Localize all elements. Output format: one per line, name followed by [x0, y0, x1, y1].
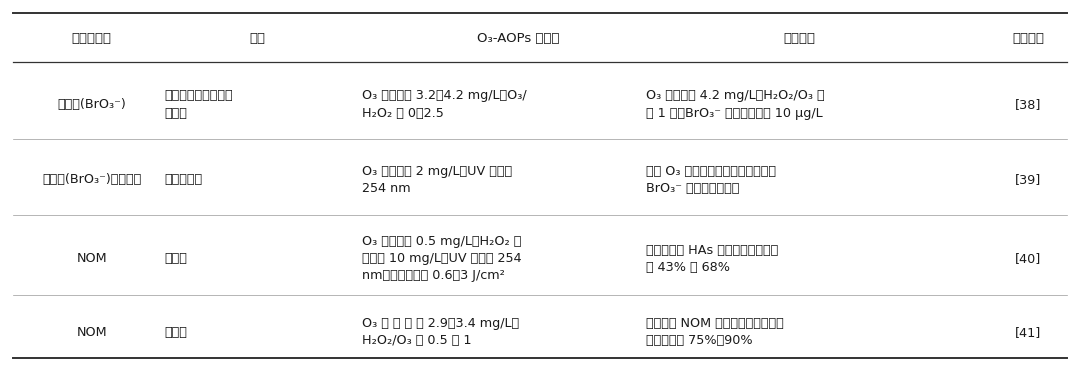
Text: 天然水: 天然水: [164, 107, 187, 120]
Text: 三氯甲烷和 HAs 的生成势分别降低: 三氯甲烷和 HAs 的生成势分别降低: [646, 244, 778, 257]
Text: 天然水: 天然水: [164, 326, 187, 339]
Text: 模拟天然水: 模拟天然水: [164, 173, 202, 186]
Text: 了 43% 和 68%: 了 43% 和 68%: [646, 261, 730, 274]
Text: [39]: [39]: [1015, 173, 1041, 186]
Text: 加量为 10 mg/L，UV 波长为 254: 加量为 10 mg/L，UV 波长为 254: [362, 252, 522, 265]
Text: H₂O₂ 为 0～2.5: H₂O₂ 为 0～2.5: [362, 107, 444, 120]
Text: 溴酸盐(BrO₃⁻)和腐植酸: 溴酸盐(BrO₃⁻)和腐植酸: [42, 173, 141, 186]
Text: O₃ 投加量为 2 mg/L，UV 波长为: O₃ 投加量为 2 mg/L，UV 波长为: [362, 165, 512, 178]
Text: 254 nm: 254 nm: [362, 182, 410, 195]
Text: NOM: NOM: [77, 252, 107, 265]
Text: O₃-AOPs 投加量: O₃-AOPs 投加量: [477, 32, 559, 45]
Text: 于 1 时，BrO₃⁻ 质量浓度低于 10 μg/L: 于 1 时，BrO₃⁻ 质量浓度低于 10 μg/L: [646, 107, 823, 120]
Text: 降低 O₃ 投加量时，腐植酸去除率和: 降低 O₃ 投加量时，腐植酸去除率和: [646, 165, 775, 178]
Text: [40]: [40]: [1015, 252, 1041, 265]
Text: 处理结果: 处理结果: [783, 32, 815, 45]
Text: O₃ 投加量为 0.5 mg/L，H₂O₂ 投: O₃ 投加量为 0.5 mg/L，H₂O₂ 投: [362, 235, 522, 248]
Text: 目标污染物: 目标污染物: [71, 32, 112, 45]
Text: NOM: NOM: [77, 326, 107, 339]
Text: 的去除率在 75%～90%: 的去除率在 75%～90%: [646, 334, 753, 347]
Text: 地下水: 地下水: [164, 252, 187, 265]
Text: 经砂滤预处理的黄河: 经砂滤预处理的黄河: [164, 90, 233, 102]
Text: 由于不同 NOM 种类的影响，腐植酸: 由于不同 NOM 种类的影响，腐植酸: [646, 317, 784, 330]
Text: 参考文献: 参考文献: [1012, 32, 1044, 45]
Text: 溴酸盐(BrO₃⁻): 溴酸盐(BrO₃⁻): [57, 98, 126, 111]
Text: nm，能量密度为 0.6、3 J/cm²: nm，能量密度为 0.6、3 J/cm²: [362, 269, 504, 283]
Text: O₃ 投加量为 3.2、4.2 mg/L，O₃/: O₃ 投加量为 3.2、4.2 mg/L，O₃/: [362, 90, 526, 102]
Text: [38]: [38]: [1015, 98, 1041, 111]
Text: O₃ 投加量为 4.2 mg/L，H₂O₂/O₃ 大: O₃ 投加量为 4.2 mg/L，H₂O₂/O₃ 大: [646, 90, 824, 102]
Text: O₃ 投 加 量 为 2.9、3.4 mg/L，: O₃ 投 加 量 为 2.9、3.4 mg/L，: [362, 317, 518, 330]
Text: H₂O₂/O₃ 为 0.5 和 1: H₂O₂/O₃ 为 0.5 和 1: [362, 334, 471, 347]
Text: BrO₃⁻ 生成速率都降低: BrO₃⁻ 生成速率都降低: [646, 182, 739, 195]
Text: 水源: 水源: [249, 32, 265, 45]
Text: [41]: [41]: [1015, 326, 1041, 339]
